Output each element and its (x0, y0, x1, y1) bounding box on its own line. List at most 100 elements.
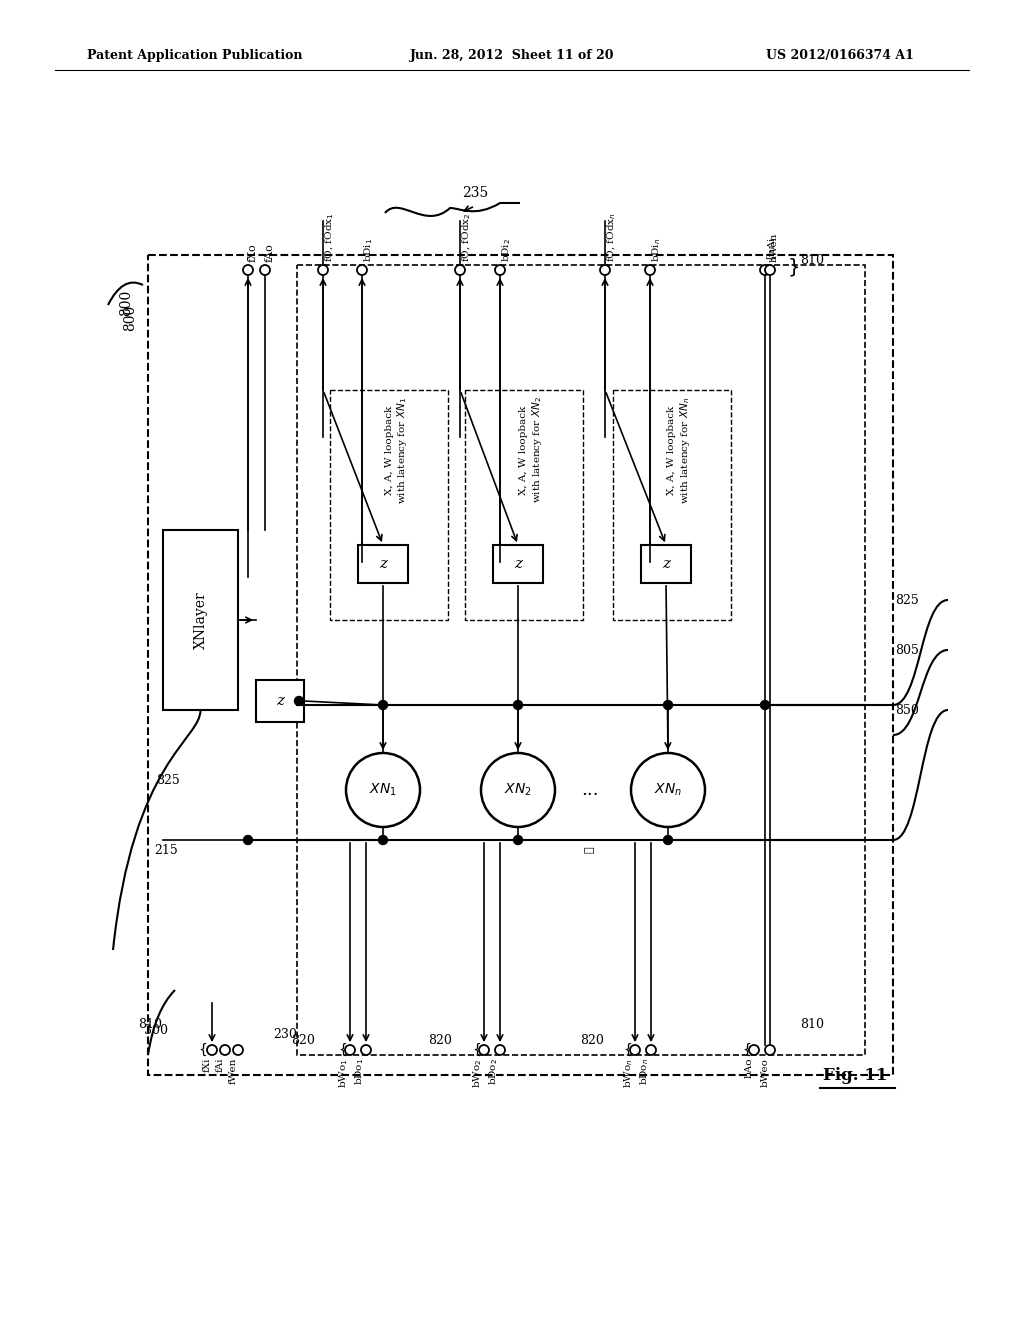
Text: X, A, W loopback: X, A, W loopback (668, 405, 677, 495)
Text: 810: 810 (800, 253, 824, 267)
Circle shape (646, 1045, 656, 1055)
Text: z: z (514, 557, 522, 572)
Text: ⋮: ⋮ (585, 846, 595, 853)
Text: fXo: fXo (248, 243, 258, 261)
Text: $\{$: $\{$ (741, 1041, 751, 1059)
Text: bDo$_1$: bDo$_1$ (353, 1059, 366, 1085)
Circle shape (243, 265, 253, 275)
Bar (493, 545, 543, 583)
Circle shape (664, 701, 673, 710)
Circle shape (220, 1045, 230, 1055)
Text: with latency for $XN_n$: with latency for $XN_n$ (678, 396, 692, 503)
Text: 300: 300 (144, 1023, 168, 1036)
Text: $XN_n$: $XN_n$ (654, 781, 682, 799)
Text: 820: 820 (291, 1034, 315, 1047)
Circle shape (664, 836, 673, 845)
Circle shape (495, 265, 505, 275)
Circle shape (361, 1045, 371, 1055)
Circle shape (631, 752, 705, 828)
Circle shape (318, 265, 328, 275)
Text: US 2012/0166374 A1: US 2012/0166374 A1 (766, 49, 914, 62)
Text: $\{$: $\{$ (472, 1041, 481, 1059)
Circle shape (630, 1045, 640, 1055)
Circle shape (645, 265, 655, 275)
Bar (465, 389, 583, 620)
Text: ...: ... (582, 781, 599, 799)
Text: $XN_2$: $XN_2$ (504, 781, 531, 799)
Circle shape (346, 752, 420, 828)
Text: bDo$_n$: bDo$_n$ (638, 1059, 651, 1085)
Text: fO, fOdx$_n$: fO, fOdx$_n$ (605, 213, 617, 261)
Text: bDi$_n$: bDi$_n$ (650, 238, 663, 261)
Text: bWo$_1$: bWo$_1$ (337, 1059, 350, 1088)
Bar (641, 545, 691, 583)
Circle shape (495, 1045, 505, 1055)
Text: 810: 810 (800, 1019, 824, 1031)
Text: bWen: bWen (770, 232, 779, 261)
Circle shape (233, 1045, 243, 1055)
Text: $XN_1$: $XN_1$ (369, 781, 397, 799)
Text: bWo$_n$: bWo$_n$ (623, 1059, 635, 1088)
Text: 800: 800 (123, 305, 137, 331)
Circle shape (749, 1045, 759, 1055)
Text: X, A, W loopback: X, A, W loopback (384, 405, 393, 495)
Text: 805: 805 (895, 644, 919, 656)
Circle shape (760, 265, 770, 275)
Text: Fig. 11: Fig. 11 (823, 1067, 887, 1084)
Text: $\{$: $\{$ (623, 1041, 632, 1059)
Text: fAo: fAo (265, 243, 275, 261)
Text: Jun. 28, 2012  Sheet 11 of 20: Jun. 28, 2012 Sheet 11 of 20 (410, 49, 614, 62)
Bar (256, 680, 304, 722)
Bar (163, 531, 238, 710)
Text: Patent Application Publication: Patent Application Publication (87, 49, 303, 62)
Text: 850: 850 (895, 704, 919, 717)
Text: bDo$_2$: bDo$_2$ (487, 1059, 500, 1085)
Circle shape (455, 265, 465, 275)
Text: z: z (276, 694, 284, 708)
Bar (330, 389, 449, 620)
Text: $\{$: $\{$ (198, 1041, 207, 1059)
Circle shape (260, 265, 270, 275)
Circle shape (379, 836, 387, 845)
Circle shape (244, 836, 253, 845)
Circle shape (379, 701, 387, 710)
Text: z: z (662, 557, 670, 572)
Circle shape (207, 1045, 217, 1055)
Circle shape (765, 265, 775, 275)
Text: bWo$_2$: bWo$_2$ (471, 1059, 484, 1088)
Circle shape (357, 265, 367, 275)
Text: 820: 820 (581, 1034, 604, 1047)
Text: fO, fOdx$_1$: fO, fOdx$_1$ (323, 213, 336, 261)
Bar (358, 545, 408, 583)
Text: 825: 825 (157, 774, 180, 787)
Text: with latency for $XN_1$: with latency for $XN_1$ (395, 396, 409, 503)
Text: 825: 825 (895, 594, 919, 606)
Circle shape (479, 1045, 489, 1055)
Text: X, A, W loopback: X, A, W loopback (519, 405, 528, 495)
Text: fXi: fXi (203, 1059, 212, 1072)
Text: 215: 215 (155, 843, 178, 857)
Bar (297, 265, 865, 1055)
Bar (613, 389, 731, 620)
Text: 800: 800 (119, 290, 133, 317)
Circle shape (295, 697, 303, 705)
Text: fO, fOdx$_2$: fO, fOdx$_2$ (460, 213, 473, 261)
Text: 820: 820 (428, 1034, 452, 1047)
Circle shape (600, 265, 610, 275)
Text: with latency for $XN_2$: with latency for $XN_2$ (530, 396, 544, 503)
Text: bAo: bAo (745, 1059, 754, 1078)
Text: fWen: fWen (229, 1059, 238, 1084)
Circle shape (765, 1045, 775, 1055)
Text: $\{$bAi: $\{$bAi (765, 236, 779, 261)
Text: 235: 235 (462, 186, 488, 201)
Text: z: z (379, 557, 387, 572)
Text: bDi$_2$: bDi$_2$ (500, 238, 513, 261)
Text: 810: 810 (138, 1019, 162, 1031)
Bar (148, 255, 893, 1074)
Circle shape (513, 836, 522, 845)
Text: fAi: fAi (216, 1059, 225, 1072)
Text: bWeo: bWeo (761, 1059, 770, 1086)
Circle shape (481, 752, 555, 828)
Circle shape (513, 701, 522, 710)
Text: 230: 230 (273, 1028, 297, 1041)
